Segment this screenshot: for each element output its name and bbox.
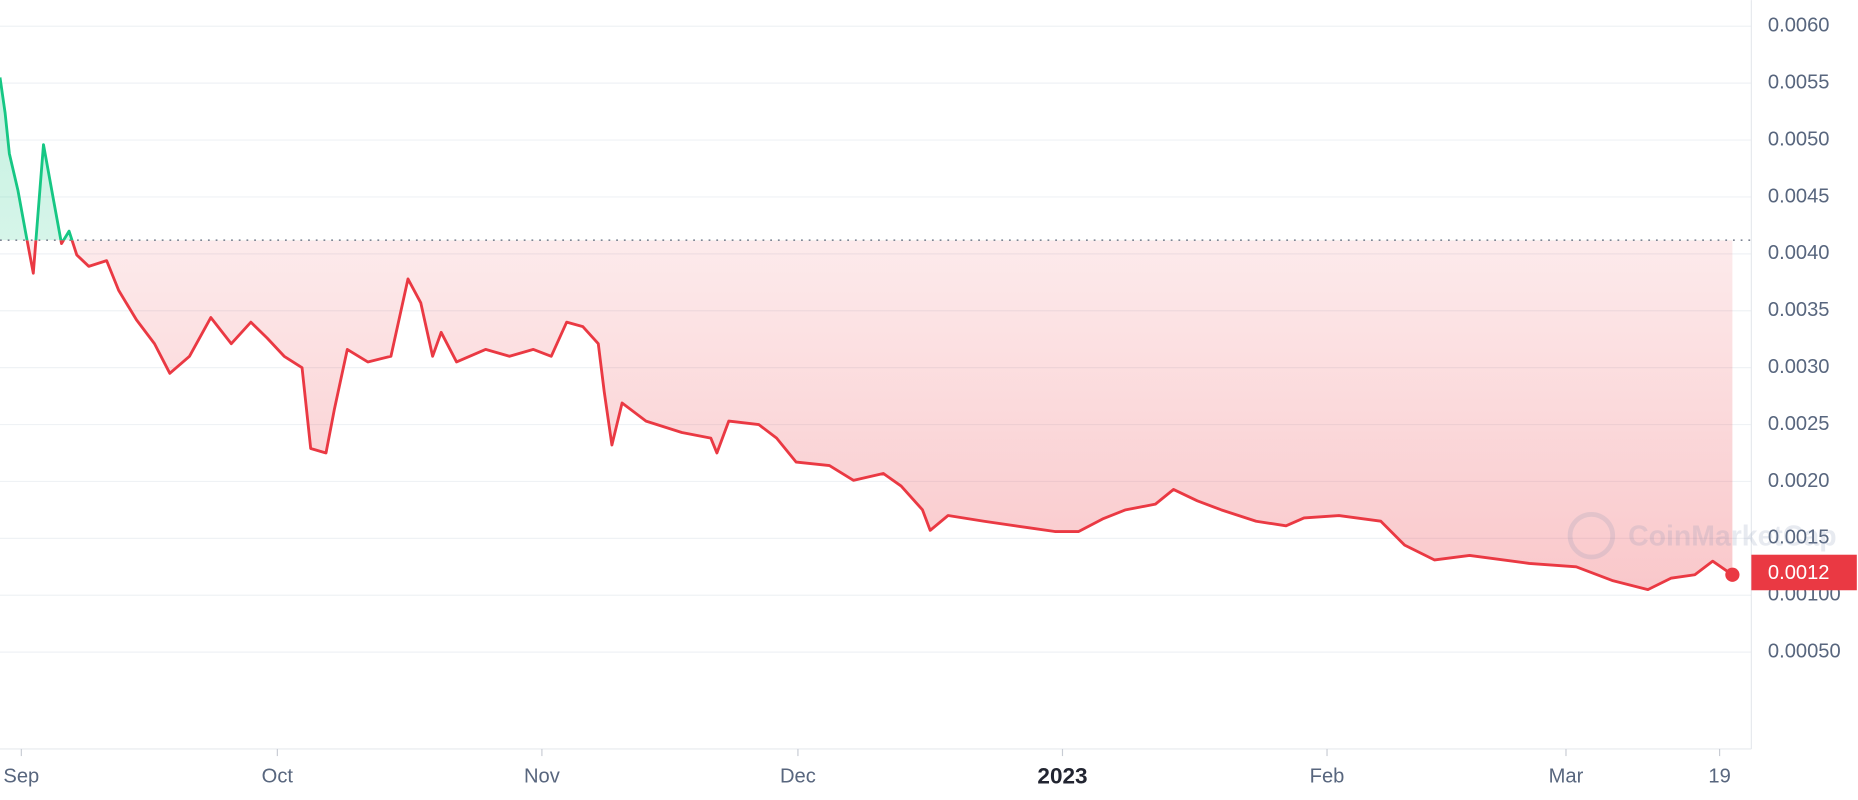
watermark-logo <box>1567 511 1616 560</box>
price-line <box>25 240 1734 592</box>
x-tick-label: Oct <box>262 766 294 788</box>
y-tick-label: 0.0035 <box>1768 299 1830 321</box>
x-tick-label: Mar <box>1549 766 1584 788</box>
y-tick-label: 0.0045 <box>1768 185 1830 207</box>
x-tick-label: Sep <box>3 766 39 788</box>
area-below <box>27 240 1733 590</box>
x-tick-label: Dec <box>780 766 816 788</box>
watermark: CoinMarketCap <box>1567 511 1837 560</box>
x-tick-label: Feb <box>1310 766 1345 788</box>
x-tick-label: 2023 <box>1037 763 1087 788</box>
y-tick-label: 0.0020 <box>1768 470 1830 492</box>
y-tick-label: 0.0060 <box>1768 15 1830 37</box>
price-tag <box>1751 554 1857 591</box>
x-tick-label: 19 <box>1708 766 1730 788</box>
y-tick-label: 0.0055 <box>1768 71 1830 93</box>
price-tag-label: 0.0012 <box>1768 562 1830 584</box>
y-tick-label: 0.0030 <box>1768 356 1830 378</box>
x-tick-label: Nov <box>524 766 560 788</box>
watermark-text: CoinMarketCap <box>1628 521 1836 553</box>
y-tick-label: 0.00050 <box>1768 640 1841 662</box>
y-tick-label: 0.0040 <box>1768 242 1830 264</box>
y-tick-label: 0.0025 <box>1768 413 1830 435</box>
plot <box>0 77 1752 592</box>
last-point <box>1725 567 1740 582</box>
y-tick-label: 0.0015 <box>1768 527 1830 549</box>
y-tick-label: 0.0050 <box>1768 128 1830 150</box>
